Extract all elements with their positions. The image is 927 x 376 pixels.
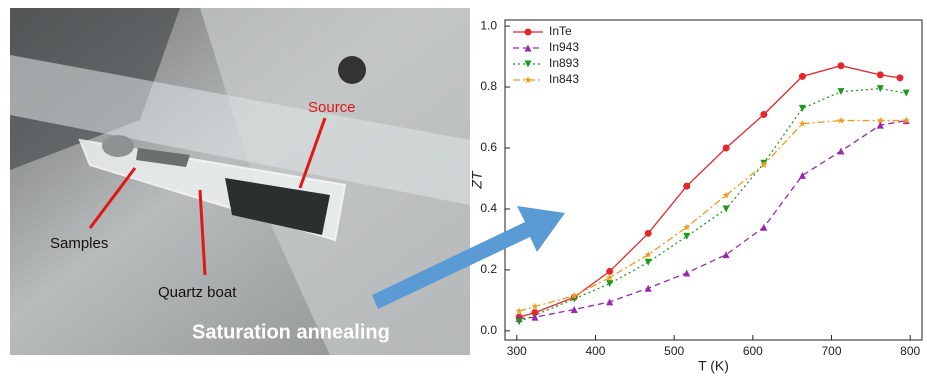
pointer [298, 117, 327, 189]
point [722, 205, 730, 213]
point [644, 229, 652, 237]
point [644, 258, 652, 266]
y-tick-label: 0.4 [480, 201, 497, 215]
point [722, 191, 730, 199]
label: Samples [50, 235, 108, 252]
point [606, 267, 614, 275]
plate [200, 8, 470, 355]
x-tick-label: 800 [900, 344, 920, 358]
pointer [198, 189, 207, 276]
point [798, 171, 806, 179]
point [837, 88, 845, 96]
sample [102, 135, 134, 157]
point [760, 223, 768, 231]
series-line [518, 119, 907, 312]
point [837, 62, 845, 70]
hole [338, 56, 366, 84]
point [798, 104, 806, 112]
point [798, 72, 806, 80]
point [798, 119, 807, 127]
point [644, 250, 652, 258]
x-tick-label: 300 [507, 344, 527, 358]
x-tick-label: 400 [585, 344, 605, 358]
series-line [518, 65, 901, 318]
point [570, 291, 578, 299]
point [683, 223, 691, 231]
legend-label: In843 [549, 72, 579, 86]
legend-marker [524, 28, 532, 36]
y-tick-label: 0.0 [480, 323, 497, 337]
point [876, 116, 884, 124]
point [837, 116, 845, 124]
y-tick-label: 0.2 [480, 262, 497, 276]
point [902, 116, 910, 124]
x-tick-label: 500 [664, 344, 684, 358]
point [531, 313, 539, 321]
legend-marker [524, 44, 532, 52]
process-label: Saturation annealing [192, 321, 390, 343]
legend-marker [524, 76, 532, 84]
series-line [519, 119, 907, 320]
point [876, 121, 884, 129]
process-arrow [372, 206, 565, 309]
legend-label: InTe [549, 24, 572, 38]
point [896, 74, 904, 82]
y-axis-label: ZT [469, 170, 485, 190]
point [570, 306, 578, 314]
pointers [88, 117, 327, 276]
plot-frame [504, 19, 923, 341]
point [531, 309, 539, 317]
x-tick-label: 600 [743, 344, 763, 358]
point [722, 251, 730, 259]
point [531, 302, 539, 310]
point [760, 160, 768, 168]
point [644, 284, 652, 292]
photo: Source Samples Quartz boat [10, 8, 470, 355]
tube [10, 55, 470, 205]
point [722, 144, 730, 152]
point [837, 147, 845, 155]
point [876, 85, 884, 93]
sample [136, 148, 190, 167]
point [876, 71, 884, 79]
chart: 300 400 500 600 700 800 0.0 0.2 0.4 0.6 0.8 1.0 T (K… [469, 18, 923, 374]
point [515, 307, 523, 315]
legend-marker [524, 60, 532, 68]
pointer [88, 167, 137, 229]
legend-label: In943 [549, 40, 579, 54]
arrow [372, 206, 565, 309]
label: Source [308, 99, 356, 116]
point [902, 89, 910, 97]
x-axis-label: T (K) [698, 358, 729, 374]
y-tick-label: 0.6 [480, 140, 497, 154]
point [605, 273, 614, 281]
point [570, 295, 578, 303]
x-tick-label: 700 [822, 344, 842, 358]
y-tick-label: 1.0 [480, 18, 497, 32]
point [515, 318, 523, 326]
point [683, 269, 691, 277]
point [683, 232, 691, 240]
point [606, 298, 614, 306]
point [683, 182, 691, 190]
point [606, 280, 614, 288]
legend-label: In893 [549, 56, 579, 70]
point [760, 110, 768, 118]
source-powder [225, 178, 330, 235]
label: Quartz boat [158, 284, 237, 301]
y-tick-label: 0.8 [480, 79, 497, 93]
